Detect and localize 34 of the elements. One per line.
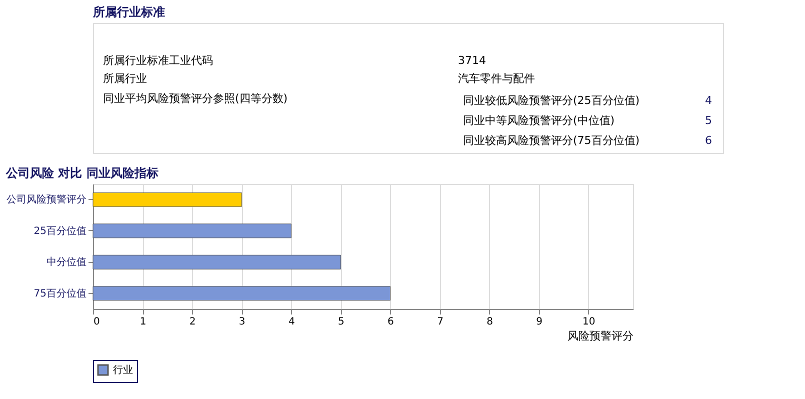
x-tick-label: 2 (189, 316, 196, 328)
x-tick-label: 7 (437, 316, 444, 328)
bar (92, 286, 390, 301)
text: 所属行业标准 (92, 5, 165, 19)
x-tick-label: 8 (486, 316, 494, 328)
text: 同业较高风险预警评分(75百分位值) (463, 134, 640, 147)
x-tick-label: 3 (238, 316, 246, 328)
text: 同业中等风险预警评分(中位值) (463, 114, 615, 127)
y-tick-label: 25百分位值 (34, 224, 86, 237)
x-tick-label: 5 (338, 316, 344, 328)
x-tick-label: 6 (388, 316, 394, 328)
text: 所属行业标准工业代码 (103, 54, 213, 67)
text: 5 (705, 114, 712, 127)
y-tick-label: 75百分位值 (34, 287, 86, 300)
text: 3714 (458, 54, 486, 67)
x-tick-label: 10 (582, 316, 596, 328)
x-tick-label: 1 (140, 316, 146, 328)
bar (92, 254, 341, 270)
text: 6 (705, 134, 712, 147)
legend-label: 行业 (113, 364, 133, 376)
bar (92, 224, 292, 238)
x-tick-label: 0 (94, 316, 100, 328)
x-tick-label: 4 (288, 316, 295, 328)
text: 汽车零件与配件 (458, 72, 535, 85)
x-tick-label: 9 (536, 316, 543, 328)
text: 所属行业 (103, 72, 147, 85)
text: 同业较低风险预警评分(25百分位值) (463, 94, 640, 107)
bar (92, 192, 242, 207)
text: 同业平均风险预警评分参照(四等分数) (103, 92, 288, 105)
chart-title: 公司风险 对比 同业风险指标 (5, 166, 158, 180)
y-tick-label: 公司风险预警评分 (6, 194, 86, 206)
text: 4 (705, 94, 712, 107)
y-tick-label: 中分位值 (46, 256, 86, 268)
x-axis-title: 风险预警评分 (568, 330, 634, 342)
